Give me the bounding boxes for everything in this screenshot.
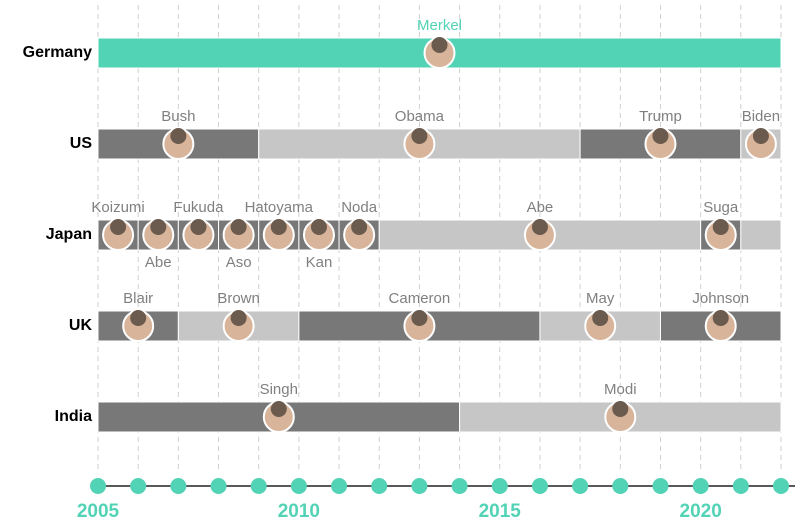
axis-dot	[411, 478, 428, 494]
face-hair	[351, 219, 368, 235]
leader-name: Cameron	[389, 290, 451, 307]
x-tick-label: 2020	[680, 501, 722, 522]
face-hair	[230, 310, 247, 326]
face-hair	[130, 310, 147, 326]
face-hair	[752, 128, 769, 144]
axis-dot	[290, 478, 307, 494]
face-hair	[411, 310, 428, 326]
face-hair	[110, 219, 127, 235]
leader-name: Abe	[527, 199, 554, 216]
row-label: UK	[69, 317, 93, 334]
leader-name: Kan	[306, 254, 333, 271]
leader-name: Singh	[260, 381, 298, 398]
leader-name: Obama	[395, 108, 445, 125]
face-hair	[652, 128, 669, 144]
leader-name: Biden	[742, 108, 780, 125]
leader-name: Fukuda	[173, 199, 224, 216]
face-hair	[431, 37, 448, 53]
leader-name: Abe	[145, 254, 172, 271]
face-hair	[531, 219, 548, 235]
leader-name: Koizumi	[91, 199, 144, 216]
axis-dot	[692, 478, 709, 494]
row-label: US	[70, 135, 93, 152]
face-hair	[170, 128, 187, 144]
axis-dot	[612, 478, 629, 494]
axis-dot	[531, 478, 548, 494]
leader-name: Hatoyama	[245, 199, 314, 216]
face-hair	[592, 310, 609, 326]
face-hair	[150, 219, 167, 235]
axis-dot	[130, 478, 147, 494]
face-hair	[270, 401, 287, 417]
face-hair	[310, 219, 327, 235]
axis-dot	[652, 478, 669, 494]
row-label: Germany	[23, 44, 92, 61]
face-hair	[712, 310, 729, 326]
x-tick-label: 2010	[278, 501, 320, 522]
leader-name: Noda	[341, 199, 378, 216]
face-hair	[712, 219, 729, 235]
leader-name: Brown	[217, 290, 260, 307]
row-label: Japan	[46, 226, 92, 243]
face-hair	[612, 401, 629, 417]
leader-name: Aso	[226, 254, 252, 271]
axis-dot	[572, 478, 589, 494]
face-hair	[411, 128, 428, 144]
leader-name: Suga	[703, 199, 739, 216]
leader-name: Merkel	[417, 17, 462, 34]
axis-dot	[90, 478, 106, 494]
leader-name: Trump	[639, 108, 682, 125]
segment-bar	[740, 219, 782, 251]
axis-dot	[732, 478, 749, 494]
axis-dot	[250, 478, 267, 494]
axis-dot	[773, 478, 789, 494]
leader-name: Bush	[161, 108, 195, 125]
face-hair	[230, 219, 247, 235]
axis-dot	[170, 478, 187, 494]
axis-dot	[331, 478, 348, 494]
leader-name: Blair	[123, 290, 153, 307]
x-tick-label: 2015	[479, 501, 522, 522]
x-tick-label: 2005	[77, 501, 120, 522]
row-label: India	[55, 408, 92, 425]
face-hair	[270, 219, 287, 235]
face-hair	[190, 219, 207, 235]
axis-dot	[210, 478, 227, 494]
axis-dot	[451, 478, 468, 494]
axis-dot	[491, 478, 508, 494]
leader-name: Modi	[604, 381, 637, 398]
axis-dot	[371, 478, 388, 494]
leader-name: Johnson	[692, 290, 749, 307]
leader-name: May	[586, 290, 615, 307]
